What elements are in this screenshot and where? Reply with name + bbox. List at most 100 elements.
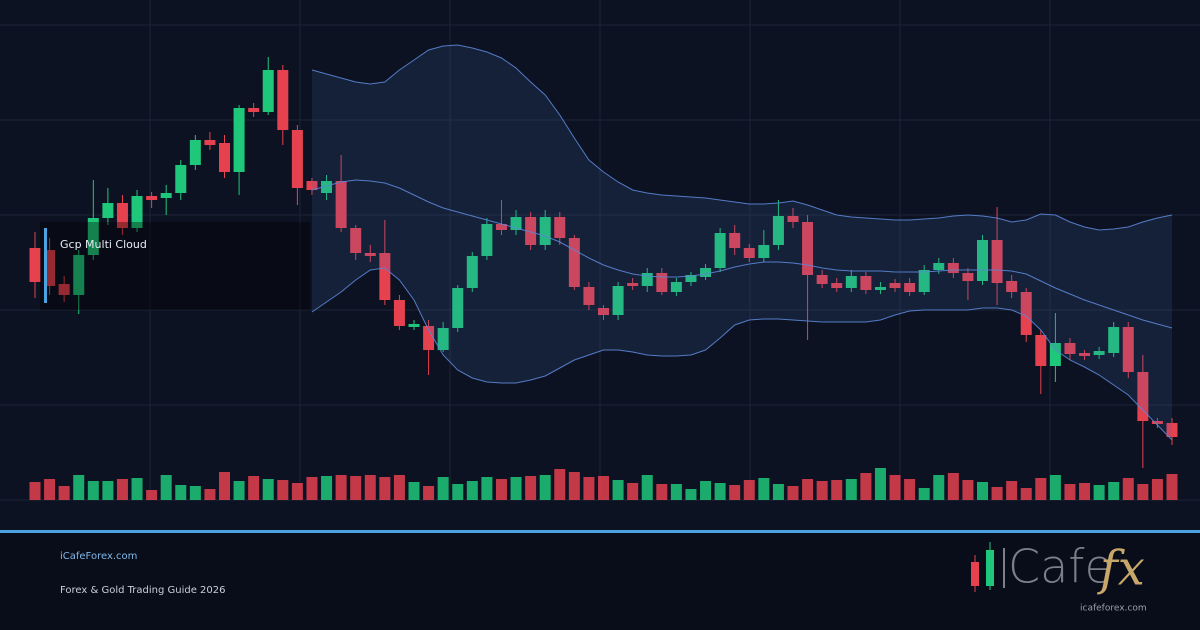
candle-body <box>1079 353 1091 356</box>
candle-body <box>189 140 201 165</box>
candle-body <box>452 288 464 328</box>
volume-bar <box>904 479 916 500</box>
candle-body <box>627 283 639 286</box>
candle-body <box>598 308 609 315</box>
volume-bar <box>1079 483 1091 500</box>
candle-body <box>991 240 1003 283</box>
candle-body <box>612 286 624 315</box>
candle-body <box>1108 327 1120 353</box>
logo-accent: fx <box>1097 541 1145 597</box>
volume-bar <box>1064 484 1076 500</box>
volume-bar <box>58 486 70 500</box>
volume-bar <box>933 475 945 500</box>
candle-body <box>146 196 158 200</box>
candle-body <box>1151 421 1163 424</box>
candle-body <box>714 233 726 268</box>
candle-body <box>1064 343 1076 354</box>
candle-body <box>393 300 405 326</box>
volume-bar <box>44 479 56 500</box>
candle-body <box>670 282 682 292</box>
candle-body <box>802 222 814 275</box>
candle-body <box>160 193 172 198</box>
candle-body <box>947 263 959 273</box>
candle-body <box>306 181 318 190</box>
volume-bar <box>495 479 507 500</box>
candle-body <box>277 70 289 130</box>
volume-bar <box>831 480 843 500</box>
volume-bar <box>991 487 1003 500</box>
volume-bar <box>977 482 988 500</box>
volume-bar <box>772 484 784 500</box>
volume-bar <box>393 475 405 500</box>
volume-bar <box>627 483 639 500</box>
band-line <box>311 44 1173 231</box>
annotation: Gcp Multi Cloud <box>60 238 147 251</box>
volume-bar <box>87 481 99 500</box>
volume-bar <box>1108 482 1120 500</box>
candle-body <box>525 217 537 245</box>
footer-site: iCafeForex.com <box>60 551 137 562</box>
annotation-marker <box>44 228 47 303</box>
volume-bar <box>641 475 653 500</box>
candle-body <box>219 143 230 172</box>
volume-bar <box>656 484 668 500</box>
candle-body <box>1137 372 1149 421</box>
plot <box>29 44 1178 500</box>
candle-body <box>860 276 872 290</box>
logo-icon <box>971 562 979 586</box>
candle-body <box>423 326 435 350</box>
candle-body <box>656 273 668 292</box>
volume-bar <box>335 475 347 500</box>
logo-icon <box>986 550 994 586</box>
volume-bar <box>845 479 857 500</box>
candle-body <box>962 273 974 281</box>
volume-bar <box>364 475 376 500</box>
candle-body <box>1020 292 1032 335</box>
volume-bar <box>685 489 697 500</box>
candle-body <box>685 275 697 282</box>
volume-bar <box>116 479 128 500</box>
volume-bar <box>1020 488 1032 500</box>
candle-body <box>44 250 56 286</box>
volume-bar <box>962 480 974 500</box>
volume-bar <box>1006 481 1018 500</box>
candle-body <box>466 256 478 288</box>
candle-body <box>29 248 41 282</box>
volume-bar <box>1049 475 1061 500</box>
volume-bar <box>510 477 522 500</box>
candle-body <box>641 273 653 286</box>
candle-body <box>874 287 886 290</box>
candle-body <box>568 238 580 287</box>
candle-body <box>816 275 828 284</box>
logo: Cafe fx icafeforex.com <box>971 540 1147 614</box>
candle-body <box>977 240 988 281</box>
candle-body <box>1006 281 1018 292</box>
candle-body <box>510 217 522 230</box>
band-line <box>311 267 1173 441</box>
volume-bar <box>1035 478 1047 500</box>
candle-body <box>700 268 712 277</box>
volume-bar <box>481 477 493 500</box>
volume-bar <box>787 486 799 500</box>
candle-body <box>758 245 770 258</box>
candle-body <box>291 130 303 188</box>
volume-bar <box>408 482 420 500</box>
volume-bar <box>189 486 201 500</box>
volume-bar <box>816 481 828 500</box>
volume-bar <box>233 481 245 500</box>
volume-bar <box>568 472 580 500</box>
volume-bar <box>102 481 114 500</box>
logo-url: icafeforex.com <box>1080 604 1147 614</box>
logo-word: Cafe <box>1008 540 1113 594</box>
volume-bar <box>379 477 391 500</box>
candle-body <box>772 216 784 245</box>
volume-bar <box>262 479 274 500</box>
candle-body <box>583 287 595 305</box>
volume-bar <box>874 468 886 500</box>
volume-bar <box>889 475 901 500</box>
volume-bar <box>452 484 464 500</box>
candle-body <box>102 203 114 218</box>
volume-bar <box>758 478 770 500</box>
volume-bar <box>1151 479 1163 500</box>
